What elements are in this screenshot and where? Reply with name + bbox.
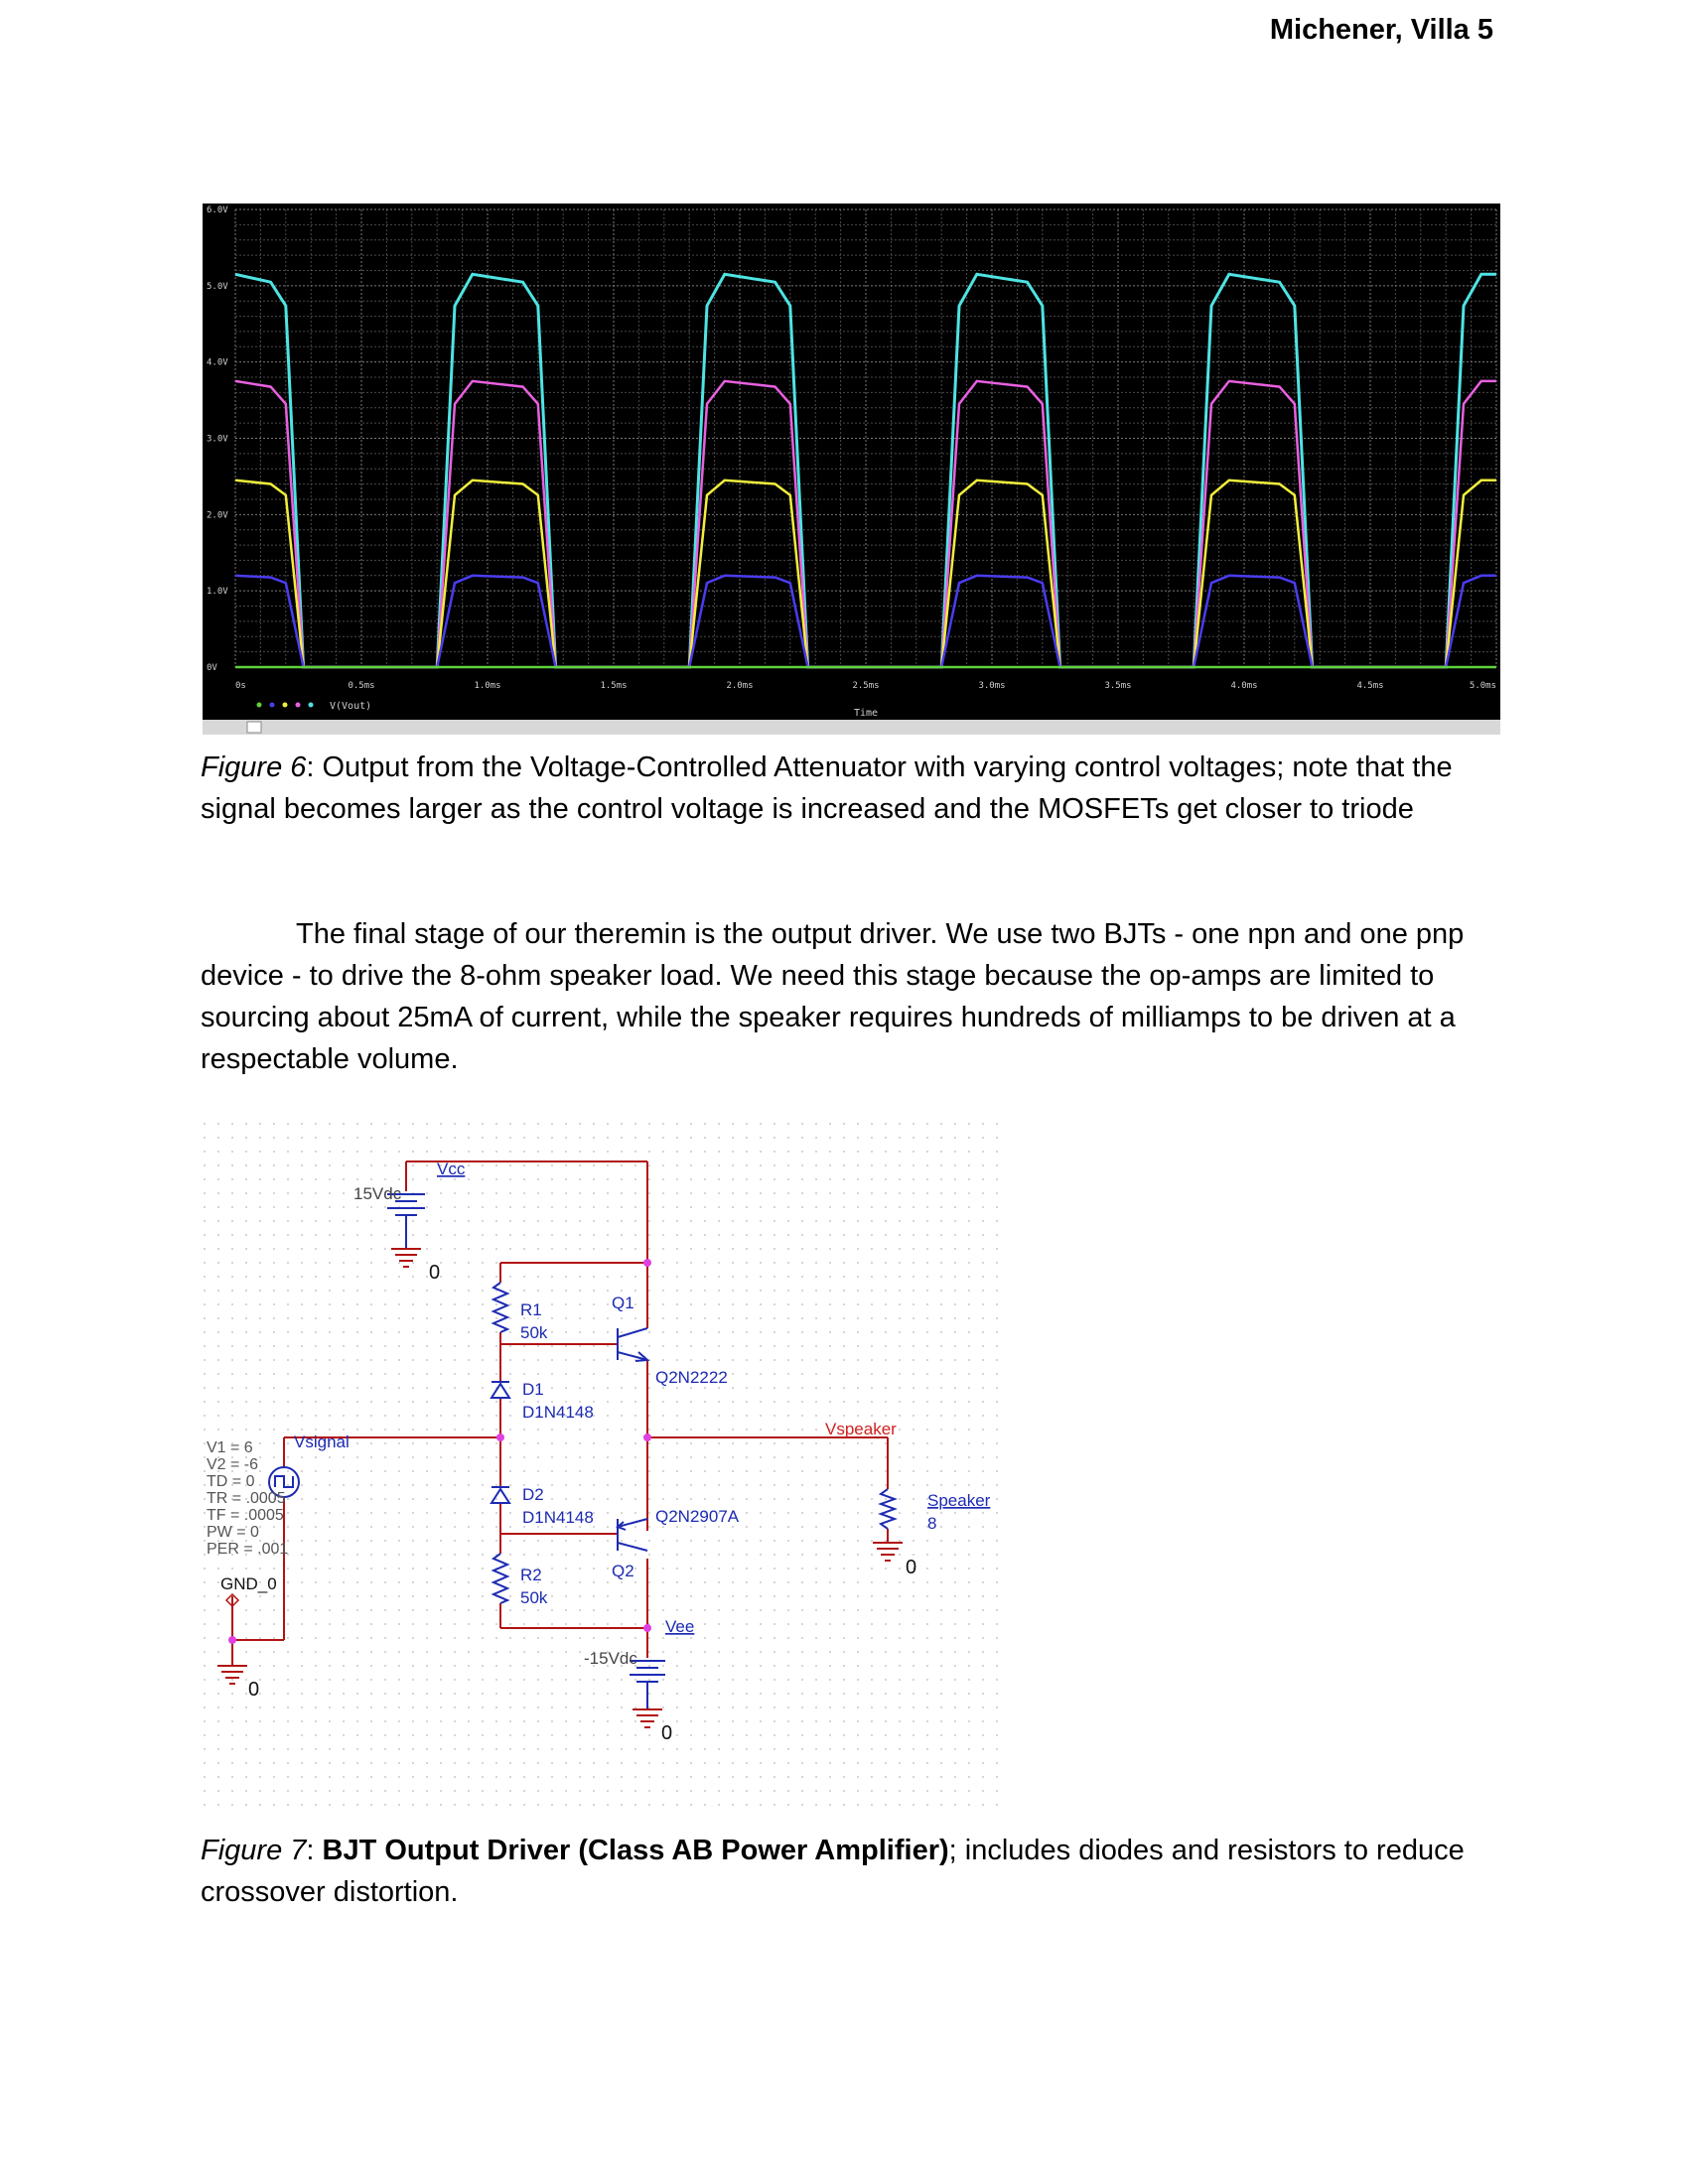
param-tf: TF = .0005 [207,1507,284,1524]
r2-value: 50k [520,1588,548,1607]
speaker-ground [873,1542,903,1562]
gnd-port-marker [224,1592,240,1608]
legend-marker-magenta [295,702,301,708]
param-td: TD = 0 [207,1473,255,1490]
r1-value: 50k [520,1323,548,1342]
d1-name: D1 [522,1380,544,1399]
scrollbar-thumb[interactable] [246,721,262,734]
body-paragraph: The final stage of our theremin is the o… [201,913,1491,1080]
y-tick-label: 1.0V [207,587,228,597]
plot-grid [234,208,1497,668]
figure-6-label: Figure 6 [201,751,307,783]
q1-name: Q1 [612,1294,634,1312]
x-tick-label: 1.5ms [600,681,627,691]
vsignal-source [268,1466,300,1498]
speaker-ground-label: 0 [906,1557,916,1578]
q1-transistor [617,1327,650,1362]
figure-6-plot: 6.0V 5.0V 4.0V 3.0V 2.0V 1.0V 0V 0s 0.5ms 1.0ms 1… [203,204,1500,735]
d1-model: D1N4148 [522,1403,594,1422]
vee-source [630,1660,665,1728]
vspeaker-label: Vspeaker [825,1420,897,1438]
legend-label: V(Vout) [330,701,371,712]
param-v1: V1 = 6 [207,1439,253,1456]
x-tick-label: 4.5ms [1356,681,1383,691]
param-tr: TR = .0005 [207,1490,286,1507]
vcc-source [387,1160,647,1268]
d2-name: D2 [522,1485,544,1504]
q2-model: Q2N2907A [655,1507,740,1526]
junction-dots [228,1259,651,1644]
signal-ground [217,1665,247,1685]
y-tick-label: 6.0V [207,205,228,215]
plot-traces [234,272,1496,669]
figure-7-label: Figure 7 [201,1835,307,1866]
r2-resistor [491,1553,510,1604]
plot-legend: V(Vout) [256,701,371,712]
x-axis-label: Time [854,708,878,719]
y-tick-label: 0V [207,663,217,673]
y-axis-ticks: 6.0V 5.0V 4.0V 3.0V 2.0V 1.0V 0V [207,205,228,673]
figure-7-caption-text: ; includes diodes and resistors to reduc… [201,1835,1465,1908]
q2-name: Q2 [612,1562,634,1580]
speaker-resistor [878,1488,898,1530]
x-tick-label: 3.0ms [978,681,1005,691]
d1-diode [490,1381,511,1399]
q1-model: Q2N2222 [655,1368,728,1387]
legend-marker-blue [269,702,275,708]
figure-6-caption: Figure 6: Output from the Voltage-Contro… [201,747,1491,830]
param-v2: V2 = -6 [207,1456,258,1473]
y-tick-label: 4.0V [207,358,228,368]
x-tick-label: 0s [235,681,246,691]
x-tick-label: 0.5ms [348,681,374,691]
figure-7-schematic: Vcc 15Vdc 0 R1 50k Q1 Q2N2222 [203,1122,1007,1817]
y-tick-label: 2.0V [207,510,228,520]
vee-ground-label: 0 [661,1722,672,1744]
body-paragraph-text: The final stage of our theremin is the o… [201,918,1465,1075]
x-axis-ticks: 0s 0.5ms 1.0ms 1.5ms 2.0ms 2.5ms 3.0ms 3.5ms 4.0… [235,681,1496,691]
bias-network-wires [231,1161,889,1666]
param-pw: PW = 0 [207,1524,259,1541]
signal-ground-label: 0 [248,1679,259,1701]
x-tick-label: 2.5ms [852,681,879,691]
d2-model: D1N4148 [522,1508,594,1527]
vcc-label: Vcc [437,1160,466,1178]
y-tick-label: 3.0V [207,435,228,445]
figure-7-caption: Figure 7: BJT Output Driver (Class AB Po… [201,1835,1465,1908]
figure-6-caption-text: : Output from the Voltage-Controlled Att… [201,751,1453,825]
legend-marker-yellow [282,702,288,708]
vee-label: Vee [665,1617,694,1636]
speaker-name: Speaker [927,1491,991,1510]
x-tick-label: 1.0ms [474,681,500,691]
plot-scrollbar[interactable] [203,720,1500,735]
vsignal-params: V1 = 6 V2 = -6 TD = 0 TR = .0005 TF = .0… [207,1439,288,1558]
x-tick-label: 2.0ms [726,681,753,691]
page-header: Michener, Villa 5 [1269,14,1493,46]
d2-diode [490,1486,511,1504]
plot-background [203,204,1500,720]
r1-resistor [491,1282,510,1333]
vee-source-value: -15Vdc [584,1649,637,1668]
vsignal-label: Vsignal [294,1433,350,1451]
y-tick-label: 5.0V [207,282,228,292]
r1-name: R1 [520,1300,542,1319]
gnd-label: GND_0 [220,1574,277,1593]
vcc-source-value: 15Vdc [353,1184,402,1203]
legend-marker-green [256,702,262,708]
figure-7-caption-bold: BJT Output Driver (Class AB Power Amplif… [322,1835,949,1866]
param-per: PER = .001 [207,1541,288,1558]
legend-marker-cyan [308,702,314,708]
q2-transistor [616,1518,648,1552]
x-tick-label: 3.5ms [1104,681,1131,691]
vcc-ground-label: 0 [429,1262,440,1284]
x-tick-label: 5.0ms [1470,681,1496,691]
speaker-value: 8 [927,1514,936,1533]
schematic-grid [203,1122,1007,1817]
x-tick-label: 4.0ms [1230,681,1257,691]
r2-name: R2 [520,1566,542,1584]
